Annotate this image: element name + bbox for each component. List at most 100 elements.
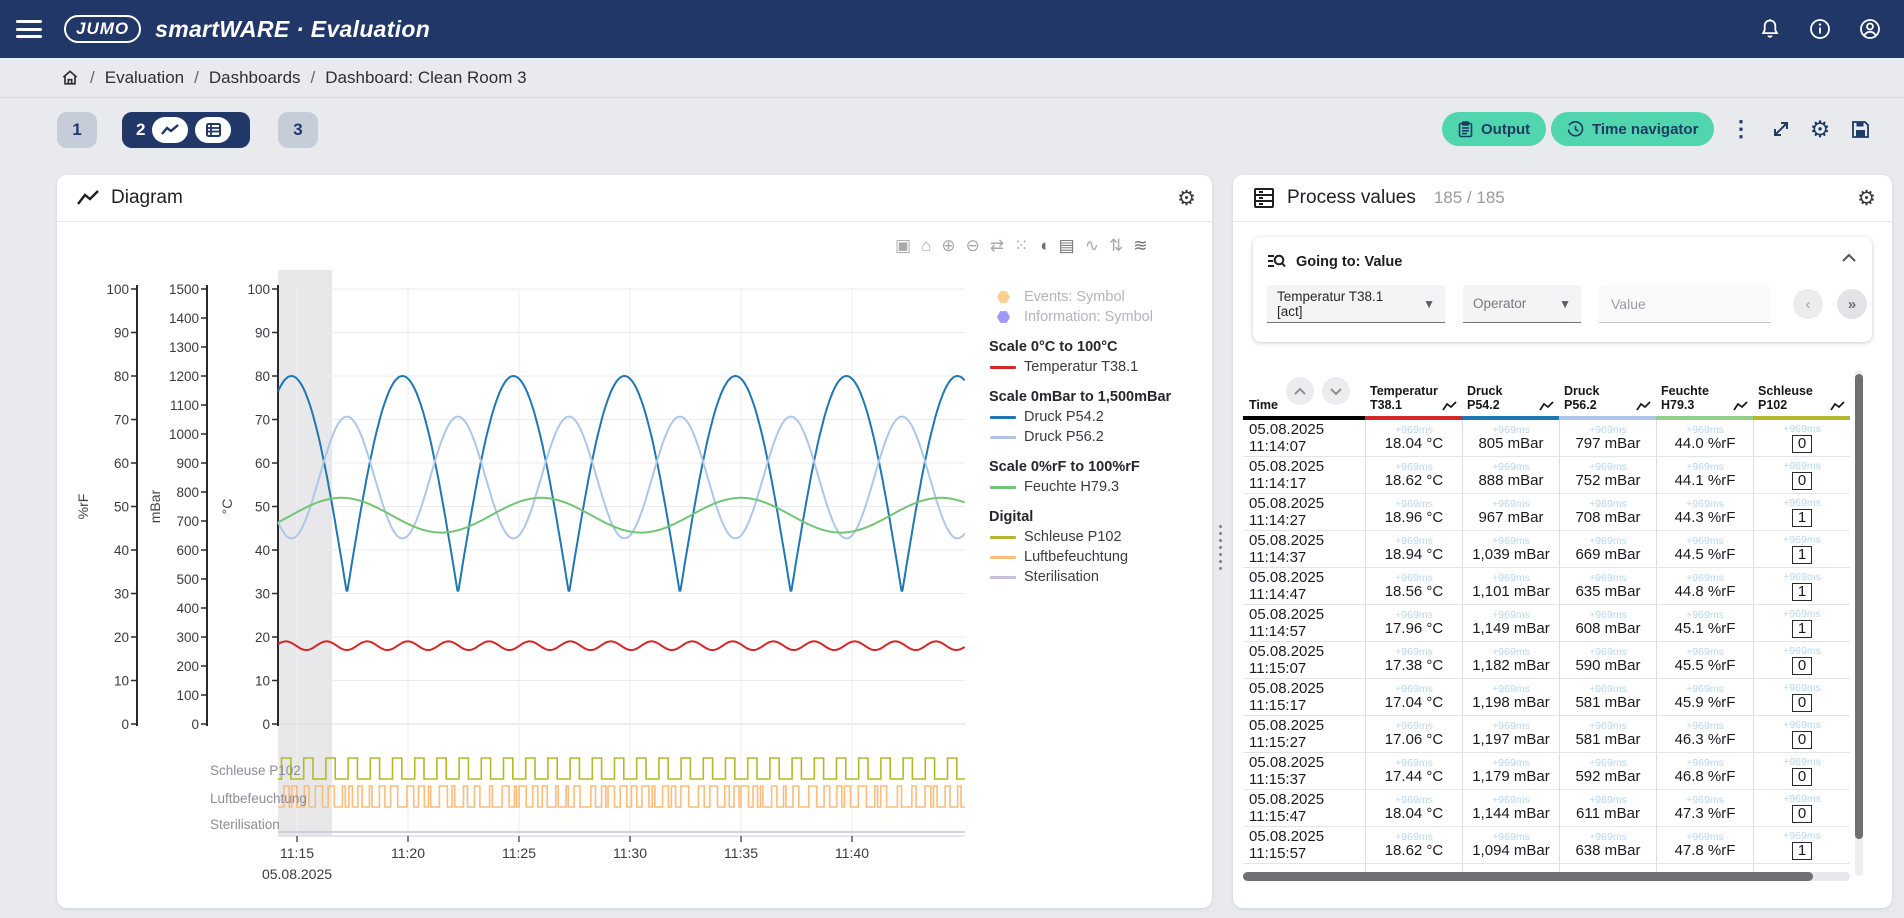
vertical-scrollbar[interactable] <box>1855 370 1863 876</box>
more-options-kebab-icon[interactable]: ⋮ <box>1730 116 1752 141</box>
legend-item[interactable]: Druck P56.2 <box>989 427 1204 447</box>
spike-toggle-icon[interactable]: ⇅ <box>1108 236 1124 255</box>
column-header-time[interactable]: Time <box>1243 370 1365 420</box>
cell-d54: +969ms 1,144 mBar <box>1462 790 1559 826</box>
legend-item[interactable]: Temperatur T38.1 <box>989 357 1204 377</box>
table-row[interactable]: 05.08.2025 11:15:07 +969ms 17.38 °C +969ms 1… <box>1243 642 1850 679</box>
table-row[interactable]: 05.08.2025 11:14:37 +969ms 18.94 °C +969ms 1… <box>1243 531 1850 568</box>
go-previous-button[interactable]: ‹ <box>1793 289 1823 319</box>
table-row[interactable]: 05.08.2025 11:14:07 +969ms 18.04 °C +969ms 8… <box>1243 420 1850 457</box>
sort-down-button[interactable] <box>1321 377 1350 405</box>
line-mode-icon[interactable]: ∿ <box>1084 236 1099 255</box>
pan-icon[interactable]: ◖ <box>1038 236 1049 255</box>
svg-text:90: 90 <box>114 326 129 341</box>
breadcrumb-items: / Evaluation / Dashboards / Dashboard: Clean … <box>90 68 527 88</box>
table-row[interactable]: 05.08.2025 11:15:27 +969ms 17.06 °C +969ms 1… <box>1243 716 1850 753</box>
ms-offset: +969ms <box>1589 609 1627 621</box>
column-header-d54[interactable]: Druck P54.2 <box>1462 370 1559 420</box>
measurement-value: 1,179 mBar <box>1472 768 1550 785</box>
panel-resize-handle[interactable] <box>1219 525 1222 570</box>
cell-d56: +969ms 581 mBar <box>1559 716 1656 752</box>
fullscreen-expand-icon[interactable] <box>1764 112 1798 146</box>
measurement-value: 18.56 °C <box>1384 583 1444 600</box>
diagram-settings-gear-icon[interactable]: ⚙ <box>1177 186 1196 210</box>
account-icon[interactable] <box>1858 17 1882 41</box>
menu-icon[interactable] <box>16 20 42 38</box>
settings-gear-icon[interactable]: ⚙ <box>1809 115 1831 142</box>
tab-2-diagram-icon[interactable] <box>152 117 189 143</box>
box-select-icon[interactable]: ▤ <box>1058 236 1075 255</box>
table-row[interactable]: 05.08.2025 11:14:27 +969ms 18.96 °C +969ms 9… <box>1243 494 1850 531</box>
svg-text:600: 600 <box>176 543 199 558</box>
diagram-plot-area[interactable]: 0102030405060708090100%rF010020030040050… <box>57 175 1212 908</box>
legend-item-toggled-off[interactable]: Events: Symbol <box>989 287 1204 307</box>
breadcrumb-item[interactable]: Evaluation <box>104 67 185 87</box>
channel-select[interactable]: Temperatur T38.1 [act] ▼ <box>1267 285 1445 323</box>
process-settings-gear-icon[interactable]: ⚙ <box>1857 186 1876 210</box>
info-icon[interactable] <box>1808 17 1832 41</box>
column-header-rf[interactable]: Feuchte H79.3 <box>1656 370 1753 420</box>
ms-offset: +969ms <box>1783 830 1821 842</box>
table-row[interactable]: 05.08.2025 11:14:17 +969ms 18.62 °C +969ms 8… <box>1243 457 1850 494</box>
legend-item[interactable]: Schleuse P102 <box>989 527 1204 547</box>
legend-item-toggled-off[interactable]: Information: Symbol <box>989 307 1204 327</box>
measurement-value: 45.5 %rF <box>1674 657 1736 674</box>
digital-state-value: 1 <box>1791 583 1813 601</box>
go-next-button[interactable]: » <box>1837 289 1867 319</box>
time-navigator-button[interactable]: Time navigator <box>1551 112 1715 146</box>
output-button[interactable]: Output <box>1442 112 1547 146</box>
table-row[interactable]: 05.08.2025 11:14:47 +969ms 18.56 °C +969ms 1… <box>1243 568 1850 605</box>
breadcrumb-item[interactable]: Dashboard: Clean Room 3 <box>325 67 527 87</box>
home-icon[interactable]: ⌂ <box>921 236 932 255</box>
legend-item[interactable]: Luftbefeuchtung <box>989 547 1204 567</box>
horizontal-scrollbar[interactable] <box>1243 872 1850 881</box>
download-plot-icon[interactable]: ▣ <box>895 236 912 255</box>
column-color-bar <box>1559 416 1656 420</box>
column-header-temp[interactable]: Temperatur T38.1 <box>1365 370 1462 420</box>
column-header-d56[interactable]: Druck P56.2 <box>1559 370 1656 420</box>
digital-state-value: 1 <box>1791 546 1813 564</box>
digital-state-value: 1 <box>1791 620 1813 638</box>
svg-text:1100: 1100 <box>170 398 199 413</box>
home-icon[interactable] <box>60 68 80 88</box>
breadcrumb-item[interactable]: Dashboards <box>208 67 301 87</box>
operator-select[interactable]: Operator ▼ <box>1463 285 1581 323</box>
tab-2-table-icon[interactable] <box>195 117 232 143</box>
ms-offset: +969ms <box>1492 424 1530 436</box>
legend-label: Sterilisation <box>1024 569 1099 585</box>
save-icon[interactable] <box>1843 112 1877 146</box>
cell-d56: +969ms 590 mBar <box>1559 642 1656 678</box>
table-row[interactable]: 05.08.2025 11:15:37 +969ms 17.44 °C +969ms 1… <box>1243 753 1850 790</box>
ms-offset: +969ms <box>1686 683 1724 695</box>
vertical-scrollbar-thumb[interactable] <box>1855 374 1863 839</box>
sort-up-button[interactable] <box>1285 377 1314 405</box>
table-row[interactable]: 05.08.2025 11:14:57 +969ms 17.96 °C +969ms 1… <box>1243 605 1850 642</box>
compare-hover-icon[interactable]: ≋ <box>1133 236 1148 255</box>
legend-item[interactable]: Feuchte H79.3 <box>989 477 1204 497</box>
tab-2[interactable]: 2 <box>122 112 250 148</box>
collapse-chevron-icon[interactable] <box>1842 253 1856 262</box>
legend-item[interactable]: Sterilisation <box>989 567 1204 587</box>
diagram-panel-header: Diagram ⚙ <box>57 175 1212 222</box>
table-row[interactable]: 05.08.2025 11:15:17 +969ms 17.04 °C +969ms 1… <box>1243 679 1850 716</box>
reset-axes-icon[interactable]: ⁙ <box>1014 236 1029 255</box>
zoom-out-icon[interactable]: ⊖ <box>965 236 980 255</box>
cell-time: 05.08.2025 11:14:27 <box>1249 495 1325 529</box>
svg-text:1000: 1000 <box>169 427 199 442</box>
legend-item[interactable]: Druck P54.2 <box>989 407 1204 427</box>
notifications-bell-icon[interactable] <box>1758 17 1782 41</box>
horizontal-scrollbar-thumb[interactable] <box>1243 872 1813 881</box>
zoom-in-icon[interactable]: ⊕ <box>941 236 956 255</box>
value-input[interactable] <box>1599 285 1771 323</box>
digital-state-value: 0 <box>1791 657 1813 675</box>
table-row[interactable]: +969ms+969ms+969ms+969ms+969ms <box>1243 864 1850 876</box>
autoscale-icon[interactable]: ⇄ <box>989 236 1005 255</box>
tab-3[interactable]: 3 <box>278 112 318 148</box>
breadcrumb-separator: / <box>194 67 199 87</box>
table-row[interactable]: 05.08.2025 11:15:47 +969ms 18.04 °C +969ms 1… <box>1243 790 1850 827</box>
column-header-sch[interactable]: Schleuse P102 <box>1753 370 1850 420</box>
table-row[interactable]: 05.08.2025 11:15:57 +969ms 18.62 °C +969ms 1… <box>1243 827 1850 864</box>
cell-d56: +969ms 669 mBar <box>1559 531 1656 567</box>
tab-1[interactable]: 1 <box>57 112 97 148</box>
measurement-value: 888 mBar <box>1478 472 1544 489</box>
